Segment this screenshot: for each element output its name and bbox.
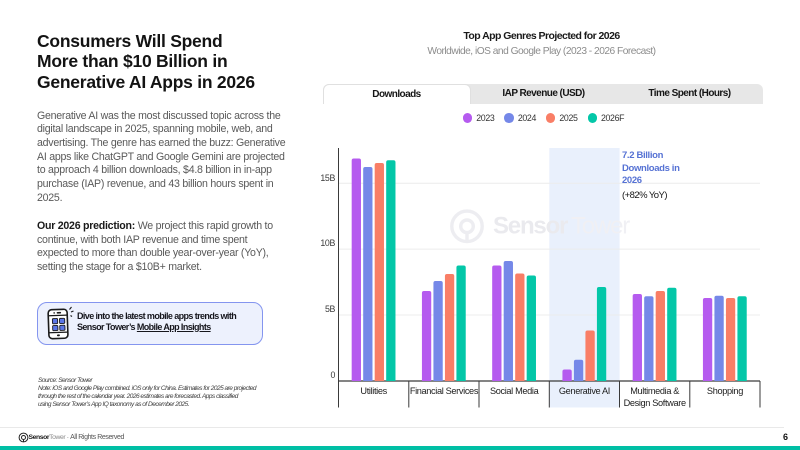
svg-text:Tower: Tower [571, 213, 630, 240]
svg-text:Sensor: Sensor [493, 213, 568, 240]
